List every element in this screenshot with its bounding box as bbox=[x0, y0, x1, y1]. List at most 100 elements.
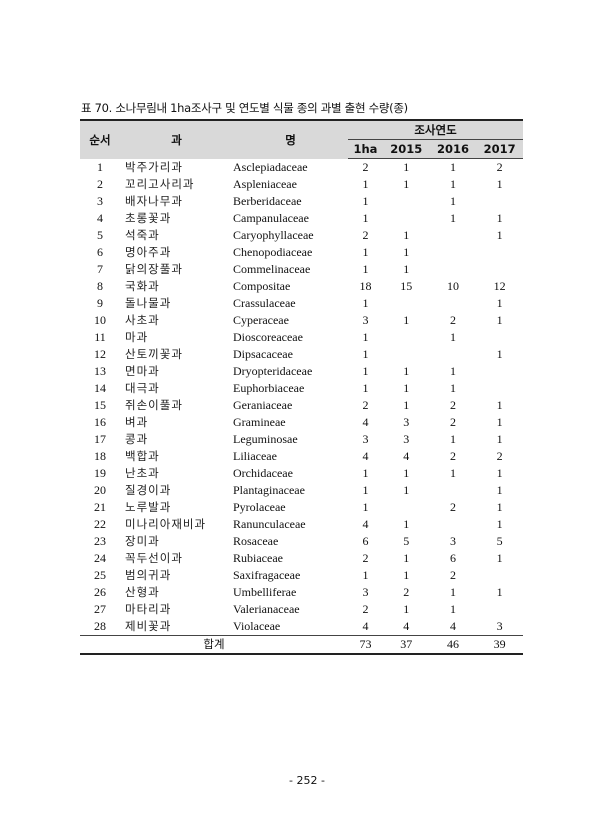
cell-2015: 5 bbox=[403, 534, 410, 548]
total-label: 합계 bbox=[80, 635, 348, 655]
cell-order: 8 bbox=[97, 279, 103, 293]
table-row: 13 면마과 Dryopteridaceae 1 1 1 bbox=[80, 363, 523, 380]
table-row: 7 닭의장풀과 Commelinaceae 1 1 bbox=[80, 261, 523, 278]
cell-order: 24 bbox=[94, 551, 106, 565]
cell-family-la: Cyperaceae bbox=[233, 313, 289, 327]
table-row: 12 산토끼꽃과 Dipsacaceae 1 1 bbox=[80, 346, 523, 363]
table-row: 28 제비꽃과 Violaceae 4 4 4 3 bbox=[80, 618, 523, 636]
cell-order: 27 bbox=[94, 602, 106, 616]
cell-2015: 3 bbox=[403, 432, 410, 446]
cell-2015: 1 bbox=[403, 177, 410, 191]
cell-2017 bbox=[476, 329, 523, 346]
cell-2015: 1 bbox=[403, 551, 410, 565]
cell-2016: 1 bbox=[449, 381, 456, 395]
cell-2015: 1 bbox=[403, 398, 410, 412]
cell-1ha: 1 bbox=[362, 568, 369, 582]
cell-2015: 1 bbox=[403, 245, 410, 259]
cell-2016: 1 bbox=[449, 602, 456, 616]
cell-family-la: Orchidaceae bbox=[233, 466, 293, 480]
cell-2016: 3 bbox=[449, 534, 456, 548]
cell-2015: 1 bbox=[403, 466, 410, 480]
cell-2016: 1 bbox=[449, 364, 456, 378]
cell-order: 6 bbox=[97, 245, 103, 259]
cell-family-la: Violaceae bbox=[233, 619, 281, 633]
table-row: 20 질경이과 Plantaginaceae 1 1 1 bbox=[80, 482, 523, 499]
table-row: 24 꼭두선이과 Rubiaceae 2 1 6 1 bbox=[80, 550, 523, 567]
cell-order: 4 bbox=[97, 211, 103, 225]
cell-order: 13 bbox=[94, 364, 106, 378]
cell-2017 bbox=[476, 380, 523, 397]
header-survey-year: 조사연도 bbox=[348, 119, 523, 140]
cell-2016: 2 bbox=[449, 500, 456, 514]
table-row: 2 꼬리고사리과 Aspleniaceae 1 1 1 1 bbox=[80, 176, 523, 193]
cell-2015: 1 bbox=[403, 262, 410, 276]
cell-1ha: 1 bbox=[362, 330, 369, 344]
table-row: 16 벼과 Gramineae 4 3 2 1 bbox=[80, 414, 523, 431]
cell-2016 bbox=[430, 227, 477, 244]
cell-1ha: 1 bbox=[362, 211, 369, 225]
header-2016: 2016 bbox=[429, 139, 477, 159]
cell-order: 28 bbox=[94, 619, 106, 633]
cell-1ha: 1 bbox=[362, 347, 369, 361]
cell-order: 20 bbox=[94, 483, 106, 497]
table-row: 3 배자나무과 Berberidaceae 1 1 bbox=[80, 193, 523, 210]
cell-family-ko: 노루발과 bbox=[125, 500, 172, 514]
total-row: 합계 73 37 46 39 bbox=[80, 635, 523, 655]
cell-order: 11 bbox=[94, 330, 106, 344]
table-row: 14 대극과 Euphorbiaceae 1 1 1 bbox=[80, 380, 523, 397]
cell-order: 18 bbox=[94, 449, 106, 463]
cell-1ha: 1 bbox=[362, 500, 369, 514]
cell-2015 bbox=[383, 210, 430, 227]
cell-1ha: 1 bbox=[362, 177, 369, 191]
cell-family-la: Saxifragaceae bbox=[233, 568, 301, 582]
cell-2016: 2 bbox=[449, 313, 456, 327]
cell-order: 12 bbox=[94, 347, 106, 361]
cell-1ha: 2 bbox=[362, 602, 369, 616]
cell-2017: 1 bbox=[496, 432, 503, 446]
cell-family-ko: 콩과 bbox=[125, 432, 149, 446]
cell-family-la: Umbelliferae bbox=[233, 585, 297, 599]
table-row: 21 노루발과 Pyrolaceae 1 2 1 bbox=[80, 499, 523, 516]
cell-family-la: Berberidaceae bbox=[233, 194, 302, 208]
cell-2017: 1 bbox=[496, 211, 503, 225]
cell-family-la: Ranunculaceae bbox=[233, 517, 306, 531]
cell-2016: 2 bbox=[449, 415, 456, 429]
cell-2015 bbox=[383, 295, 430, 312]
header-2017: 2017 bbox=[476, 139, 523, 159]
cell-1ha: 3 bbox=[362, 313, 369, 327]
total-2017: 39 bbox=[476, 635, 523, 655]
cell-family-la: Rubiaceae bbox=[233, 551, 283, 565]
cell-1ha: 2 bbox=[362, 160, 369, 174]
cell-2015 bbox=[383, 346, 430, 363]
cell-2016: 6 bbox=[449, 551, 456, 565]
cell-1ha: 1 bbox=[362, 245, 369, 259]
cell-family-la: Dioscoreaceae bbox=[233, 330, 303, 344]
cell-1ha: 3 bbox=[362, 432, 369, 446]
cell-2017: 5 bbox=[496, 534, 503, 548]
cell-order: 1 bbox=[97, 159, 103, 174]
cell-family-ko: 초롱꽃과 bbox=[125, 211, 172, 225]
cell-family-ko: 백합과 bbox=[125, 449, 160, 463]
cell-2015: 1 bbox=[403, 364, 410, 378]
table-row: 4 초롱꽃과 Campanulaceae 1 1 1 bbox=[80, 210, 523, 227]
cell-family-ko: 질경이과 bbox=[125, 483, 172, 497]
cell-2016: 1 bbox=[449, 585, 456, 599]
cell-family-la: Liliaceae bbox=[233, 449, 277, 463]
cell-family-la: Leguminosae bbox=[233, 432, 298, 446]
cell-2015: 15 bbox=[400, 279, 413, 293]
cell-2016: 1 bbox=[449, 330, 456, 344]
cell-2017: 12 bbox=[493, 279, 506, 293]
cell-order: 21 bbox=[94, 500, 106, 514]
cell-family-la: Compositae bbox=[233, 279, 291, 293]
table-row: 26 산형과 Umbelliferae 3 2 1 1 bbox=[80, 584, 523, 601]
cell-2017: 1 bbox=[496, 585, 503, 599]
cell-family-la: Campanulaceae bbox=[233, 211, 309, 225]
cell-family-la: Rosaceae bbox=[233, 534, 279, 548]
cell-family-ko: 대극과 bbox=[125, 381, 160, 395]
cell-family-ko: 산토끼꽃과 bbox=[125, 347, 183, 361]
plant-family-table: 순서 과 명 조사연도 1ha 2015 2016 2017 1 박주가리과 Asc… bbox=[80, 119, 523, 655]
cell-2015: 4 bbox=[403, 449, 410, 463]
cell-2015 bbox=[383, 499, 430, 516]
table-row: 17 콩과 Leguminosae 3 3 1 1 bbox=[80, 431, 523, 448]
cell-2017: 3 bbox=[496, 619, 503, 633]
